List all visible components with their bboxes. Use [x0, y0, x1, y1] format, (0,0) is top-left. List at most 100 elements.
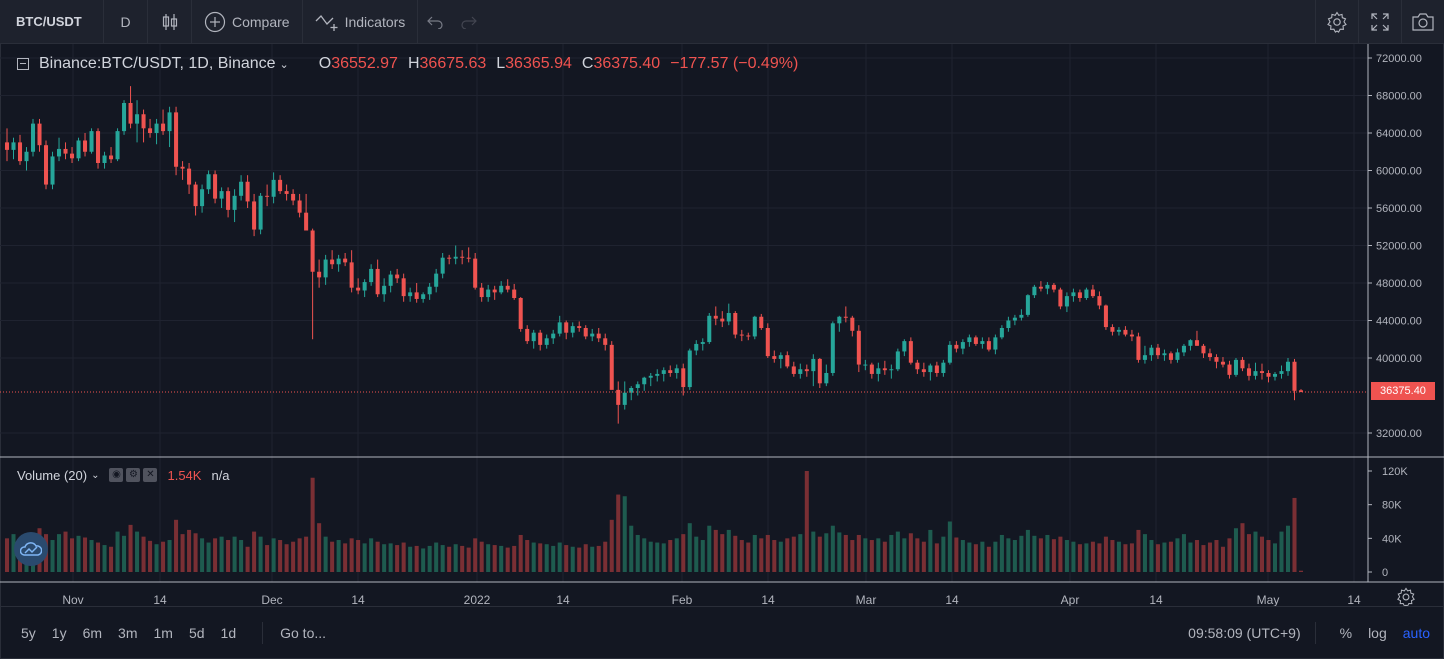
chevron-down-icon[interactable]: ⌄ [279, 58, 289, 71]
candle-body [466, 257, 471, 259]
volume-bar [1201, 545, 1206, 572]
candle-body [934, 365, 939, 373]
range-5y[interactable]: 5y [21, 625, 36, 641]
candle-body [915, 362, 920, 370]
indicators-button[interactable]: Indicators [303, 0, 419, 44]
volume-bar [1181, 534, 1186, 572]
close-icon[interactable]: ✕ [143, 468, 158, 482]
candle-body [687, 350, 692, 388]
auto-scale-toggle[interactable]: auto [1402, 625, 1430, 641]
candle-body [752, 316, 757, 337]
candle-body [759, 316, 764, 328]
candle-body [980, 341, 985, 344]
collapse-legend-button[interactable] [17, 58, 29, 70]
redo-button[interactable] [452, 0, 486, 44]
high-value: 36675.63 [419, 55, 487, 72]
snapshot-button[interactable] [1401, 0, 1444, 44]
settings-button[interactable] [1315, 0, 1358, 44]
go-to-button[interactable]: Go to... [280, 625, 327, 641]
candle-body [278, 179, 283, 192]
candle-body [1012, 317, 1017, 321]
bottom-toolbar: 5y 1y 6m 3m 1m 5d 1d Go to... 09:58:09 (… [0, 606, 1444, 659]
time-tick-label: Mar [856, 593, 877, 606]
candle-body [122, 103, 127, 132]
volume-bar [889, 534, 894, 572]
volume-bar [1071, 541, 1076, 572]
volume-bar [1123, 544, 1128, 572]
volume-bar [375, 541, 380, 572]
candle-body [993, 337, 998, 350]
settings-icon[interactable]: ⚙ [126, 468, 141, 482]
candle-body [720, 318, 725, 322]
plus-circle-icon [204, 11, 226, 32]
volume-bar [967, 542, 972, 572]
volume-bar [694, 536, 699, 572]
series-title[interactable]: Binance:BTC/USDT, 1D, Binance [39, 55, 276, 72]
price-tick-label: 40000.00 [1376, 353, 1422, 365]
clock-timezone[interactable]: 09:58:09 (UTC+9) [1188, 625, 1301, 641]
volume-bar [616, 494, 621, 572]
candle-body [297, 200, 302, 213]
range-6m[interactable]: 6m [82, 625, 103, 641]
range-1y[interactable]: 1y [51, 625, 67, 641]
volume-bar [369, 538, 374, 572]
chart-type-button[interactable] [148, 0, 192, 44]
undo-button[interactable] [418, 0, 452, 44]
candle-body [414, 292, 419, 299]
candle-body [317, 271, 322, 278]
range-5d[interactable]: 5d [188, 625, 205, 641]
volume-bar [993, 541, 998, 572]
eye-icon[interactable]: ◉ [109, 468, 124, 482]
cloud-logo-icon[interactable] [14, 532, 48, 566]
volume-bar [265, 545, 270, 572]
chevron-down-icon[interactable]: ⌄ [91, 469, 100, 481]
volume-bar [798, 534, 803, 572]
volume-title[interactable]: Volume (20) [17, 467, 88, 483]
range-1d[interactable]: 1d [220, 625, 237, 641]
candle-body [843, 316, 848, 318]
interval-button[interactable]: D [104, 0, 148, 44]
close-label: C [581, 55, 594, 72]
log-scale-toggle[interactable]: log [1368, 625, 1387, 641]
candle-body [148, 128, 153, 133]
compare-button[interactable]: Compare [192, 0, 303, 44]
volume-bar [304, 536, 309, 572]
volume-bar [1064, 540, 1069, 572]
range-3m[interactable]: 3m [118, 625, 138, 641]
volume-bar [1279, 531, 1284, 572]
volume-bar [1246, 534, 1251, 572]
range-1m[interactable]: 1m [153, 625, 173, 641]
price-tick-label: 48000.00 [1376, 278, 1422, 290]
volume-bar [804, 471, 809, 572]
symbol-search-button[interactable]: BTC/USDT [0, 0, 104, 44]
candle-body [616, 389, 621, 405]
candle-body [804, 369, 809, 372]
volume-bar [629, 525, 634, 572]
candle-body [681, 368, 686, 388]
fullscreen-button[interactable] [1358, 0, 1401, 44]
volume-bar [1019, 535, 1024, 572]
percent-scale-toggle[interactable]: % [1339, 625, 1353, 641]
candle-body [505, 285, 510, 290]
candle-body [746, 335, 751, 337]
candle-body [1298, 390, 1304, 392]
candle-body [486, 289, 491, 298]
volume-bar [817, 536, 822, 572]
candle-body [336, 258, 341, 265]
candle-body [629, 388, 634, 393]
time-tick-label: Apr [1061, 593, 1080, 606]
open-label: O [318, 55, 332, 72]
volume-bar [258, 536, 263, 572]
time-tick-label: 14 [1347, 593, 1361, 606]
candle-body [928, 365, 933, 373]
candle-body [824, 373, 829, 384]
volume-bar [1012, 540, 1017, 572]
scale-settings-button[interactable] [1396, 587, 1416, 612]
divider [262, 622, 264, 644]
candle-body [187, 168, 192, 185]
price-chart[interactable]: 72000.00 68000.00 64000.00 60000.00 56000.00… [0, 44, 1444, 606]
volume-bar [89, 540, 94, 572]
volume-bar [941, 536, 946, 572]
volume-bar [1006, 538, 1011, 572]
candle-body [1064, 296, 1069, 307]
